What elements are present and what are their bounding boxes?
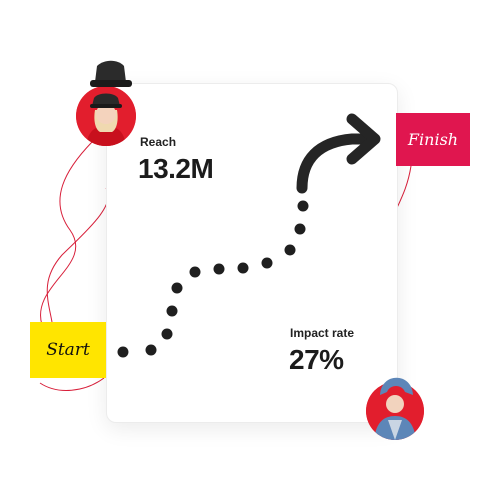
stats-card [106, 83, 398, 423]
avatar-bottom [366, 382, 424, 440]
person-avatar-icon [366, 382, 424, 440]
finish-tag: Finish [396, 113, 470, 166]
impact-rate-label: Impact rate [290, 326, 355, 340]
impact-rate-value: 27% [289, 344, 344, 375]
avatar-top [76, 86, 136, 146]
reach-value: 13.2M [138, 153, 214, 184]
start-tag: Start [30, 322, 106, 378]
person-avatar-icon [76, 86, 136, 146]
reach-label: Reach [140, 135, 177, 149]
